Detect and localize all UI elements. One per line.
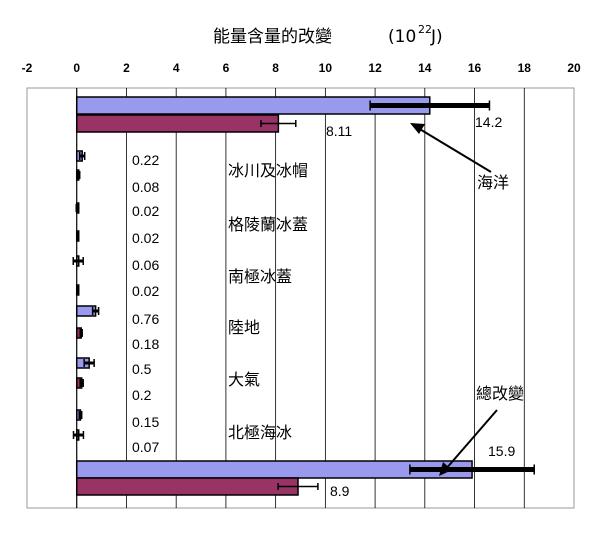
x-tick-label-4: 6	[223, 61, 230, 75]
annotation-ocean-arrow	[417, 127, 492, 173]
data-label-a-7: 15.9	[488, 443, 515, 459]
data-label-a-6: 0.15	[132, 414, 159, 430]
bar-b-7	[75, 477, 299, 496]
x-tick-label-3: 4	[173, 61, 180, 75]
data-label-a-2: 0.02	[132, 203, 159, 219]
annotation-ocean: 海洋	[477, 173, 509, 192]
category-label-4: 陸地	[228, 318, 260, 337]
category-label-2: 格陵蘭冰蓋	[228, 215, 308, 234]
data-label-a-5: 0.5	[132, 361, 152, 377]
x-tick-label-11: 20	[567, 61, 581, 75]
bar-b-0	[75, 114, 280, 133]
data-label-b-0: 8.11	[326, 123, 352, 139]
x-tick-label-8: 14	[418, 61, 432, 75]
bars: 14.2 8.11 0.22 0.08 0.02 0.02 0.06 0.02 0.76 0.18…	[72, 96, 535, 499]
category-label-5: 大氣	[228, 370, 260, 389]
data-label-b-7: 8.9	[330, 483, 350, 499]
chart-title-unit-suffix: J)	[430, 27, 443, 47]
annotation-total-change-arrowhead	[439, 462, 452, 476]
x-tick-label-6: 10	[319, 61, 333, 75]
x-tick-label-1: 0	[73, 61, 80, 75]
data-label-b-4: 0.18	[132, 336, 159, 352]
data-label-a-1: 0.22	[132, 152, 159, 168]
data-label-b-6: 0.07	[132, 439, 159, 455]
x-tick-label-10: 18	[518, 61, 532, 75]
chart-title: 能量含量的改變 (10 22 J)	[213, 23, 443, 47]
data-label-b-5: 0.2	[132, 387, 152, 403]
data-label-b-2: 0.02	[132, 230, 159, 246]
chart-title-unit-exponent: 22	[418, 23, 432, 36]
annotation-total-change: 總改變	[476, 384, 524, 403]
x-axis-ticks: -2 0 2 4 6 8 10 12 14 16 18 20	[22, 61, 581, 75]
data-label-b-1: 0.08	[132, 179, 159, 195]
data-label-a-3: 0.06	[132, 257, 159, 273]
x-tick-label-5: 8	[272, 61, 279, 75]
category-label-1: 冰川及冰帽	[228, 161, 308, 180]
chart-title-text: 能量含量的改變	[213, 27, 332, 47]
chart-title-unit-prefix: (10	[388, 27, 416, 47]
x-tick-label-0: -2	[22, 61, 33, 75]
category-label-6: 北極海冰	[228, 423, 292, 442]
x-tick-label-2: 2	[123, 61, 130, 75]
data-label-a-4: 0.76	[132, 311, 159, 327]
data-label-b-3: 0.02	[132, 283, 159, 299]
category-label-3: 南極冰蓋	[228, 267, 292, 286]
plot-frame	[26, 87, 575, 509]
annotation-ocean-arrowhead	[410, 123, 425, 134]
annotation-total-change-arrow	[444, 409, 498, 471]
x-tick-label-7: 12	[368, 61, 382, 75]
data-label-a-0: 14.2	[475, 114, 502, 130]
x-tick-label-9: 16	[468, 61, 482, 75]
